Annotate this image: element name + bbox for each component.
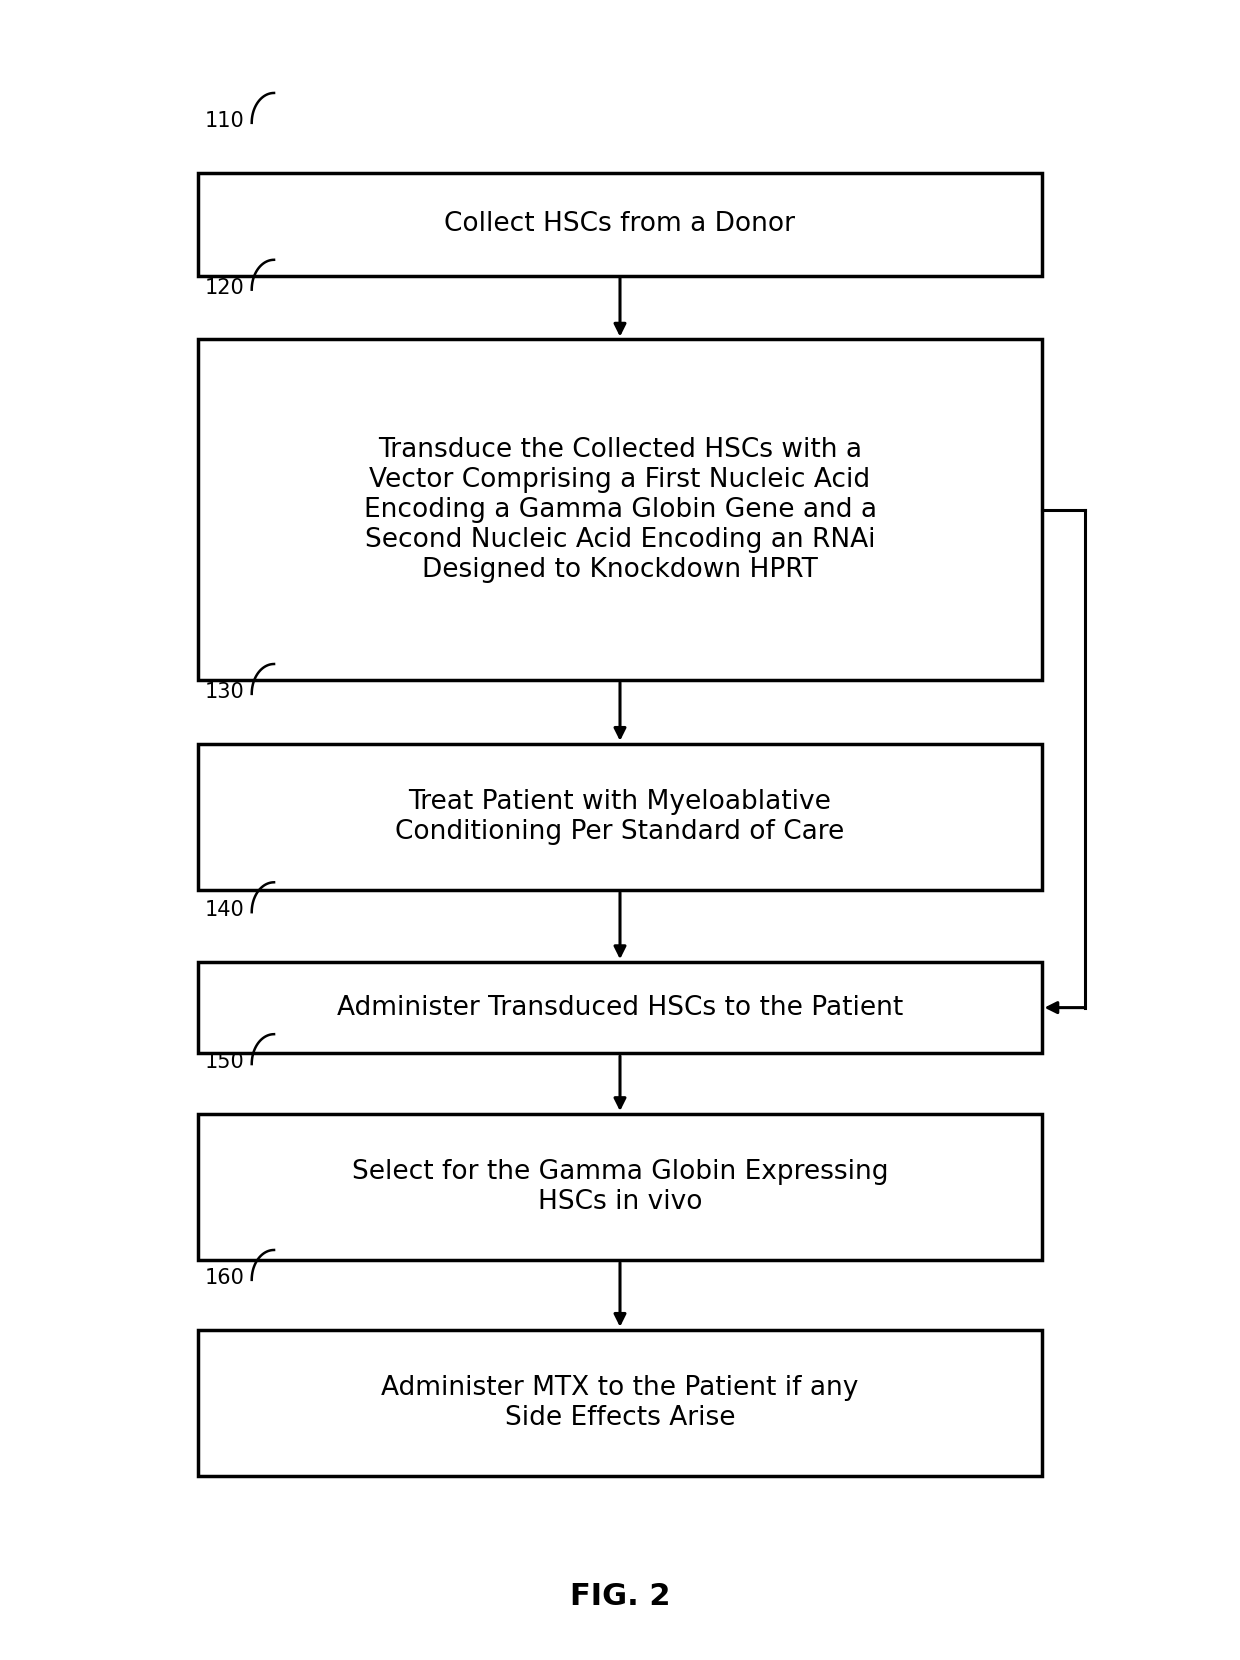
Text: Treat Patient with Myeloablative
Conditioning Per Standard of Care: Treat Patient with Myeloablative Conditi… [396,788,844,845]
FancyBboxPatch shape [198,173,1042,276]
Text: 160: 160 [205,1268,244,1288]
Text: Collect HSCs from a Donor: Collect HSCs from a Donor [444,211,796,237]
Text: Select for the Gamma Globin Expressing
HSCs in vivo: Select for the Gamma Globin Expressing H… [352,1159,888,1215]
Text: 130: 130 [205,682,244,702]
FancyBboxPatch shape [198,961,1042,1054]
Text: 150: 150 [205,1052,244,1072]
FancyBboxPatch shape [198,340,1042,681]
Text: Transduce the Collected HSCs with a
Vector Comprising a First Nucleic Acid
Encod: Transduce the Collected HSCs with a Vect… [363,437,877,583]
FancyBboxPatch shape [198,1114,1042,1260]
FancyBboxPatch shape [198,1330,1042,1476]
Text: Administer MTX to the Patient if any
Side Effects Arise: Administer MTX to the Patient if any Sid… [382,1374,858,1431]
Text: FIG. 2: FIG. 2 [569,1582,671,1612]
FancyBboxPatch shape [198,744,1042,890]
Text: Administer Transduced HSCs to the Patient: Administer Transduced HSCs to the Patien… [337,994,903,1021]
Text: 120: 120 [205,277,244,299]
Text: 140: 140 [205,900,244,920]
Text: 110: 110 [205,111,244,131]
